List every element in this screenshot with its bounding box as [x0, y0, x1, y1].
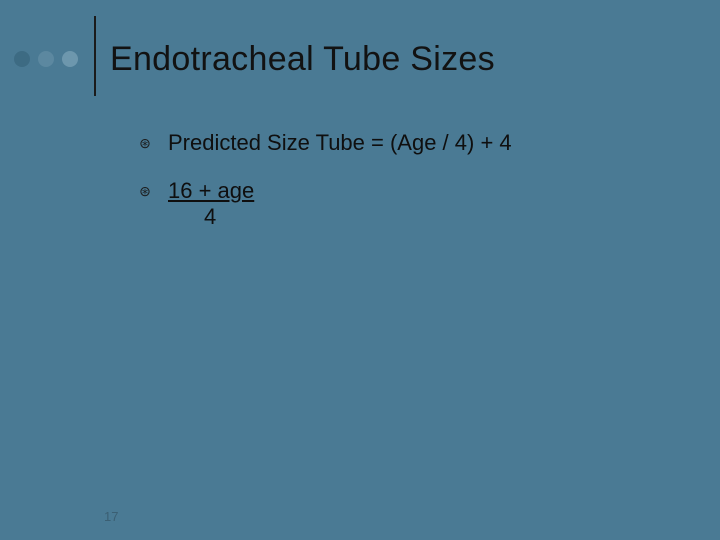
bullet-fraction: 16 + age 4	[168, 178, 690, 230]
slide-title: Endotracheal Tube Sizes	[110, 40, 495, 79]
content-region: ⊛ Predicted Size Tube = (Age / 4) + 4 ⊛ …	[138, 130, 690, 252]
vertical-divider	[94, 16, 96, 96]
fraction-denominator: 4	[204, 204, 690, 230]
bullet-marker-icon: ⊛	[138, 135, 152, 152]
bullet-marker-icon: ⊛	[138, 183, 152, 200]
header-region: Endotracheal Tube Sizes	[14, 22, 720, 96]
page-number: 17	[104, 509, 118, 524]
bullet-text: Predicted Size Tube = (Age / 4) + 4	[168, 130, 690, 156]
decorative-dots	[14, 51, 78, 67]
dot-icon	[38, 51, 54, 67]
bullet-item: ⊛ 16 + age 4	[138, 178, 690, 230]
bullet-item: ⊛ Predicted Size Tube = (Age / 4) + 4	[138, 130, 690, 156]
dot-icon	[14, 51, 30, 67]
dot-icon	[62, 51, 78, 67]
fraction-numerator: 16 + age	[168, 178, 690, 204]
